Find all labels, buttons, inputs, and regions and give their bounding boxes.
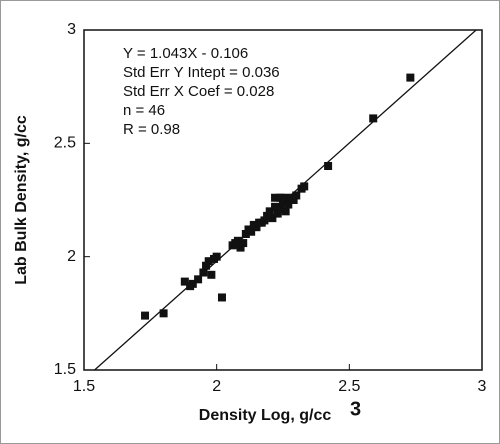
point [263,211,272,220]
point [260,216,269,225]
point [217,293,226,302]
point [369,114,378,123]
point [284,200,293,209]
point [159,309,168,318]
x-tick-label: 1.5 [73,378,95,395]
point [212,252,221,261]
annotation: Std Err X Coef = 0.028 [123,83,274,100]
point [199,268,208,277]
point [271,193,280,202]
x-tick-label: 3 [478,378,487,395]
point [236,243,245,252]
annotation: n = 46 [123,102,165,119]
point [265,207,274,216]
point [239,239,248,248]
y-tick-label: 2.5 [54,135,76,152]
point [204,257,213,266]
point [271,202,280,211]
point [273,209,282,218]
x-axis-label-superscript: 3 [350,398,361,420]
point [268,214,277,223]
point [292,191,301,200]
point [276,205,285,214]
x-tick-label: 2 [212,378,221,395]
y-tick-label: 3 [67,21,76,38]
point [188,279,197,288]
point [406,73,415,82]
x-tick-label: 2.5 [338,378,360,395]
point [279,193,287,202]
annotation: Std Err Y Intept = 0.036 [123,64,280,81]
annotation: R = 0.98 [123,121,180,138]
point [279,198,287,207]
point [300,182,309,191]
point [324,162,333,170]
point [247,227,256,236]
point [252,223,261,232]
point [281,207,290,216]
annotation: Y = 1.043X - 0.106 [123,45,248,62]
point [194,275,203,284]
x-axis-label: Density Log, g/cc [199,407,332,424]
point [180,277,189,286]
point [207,270,216,279]
y-axis-label: Lab Bulk Density, g/cc [13,115,30,285]
point [141,311,150,320]
plot-area [83,29,483,371]
y-tick-label: 2 [67,248,76,265]
y-tick-label: 1.5 [54,361,76,378]
point [241,230,250,238]
point [202,261,211,270]
point [289,196,298,204]
point [233,236,242,245]
